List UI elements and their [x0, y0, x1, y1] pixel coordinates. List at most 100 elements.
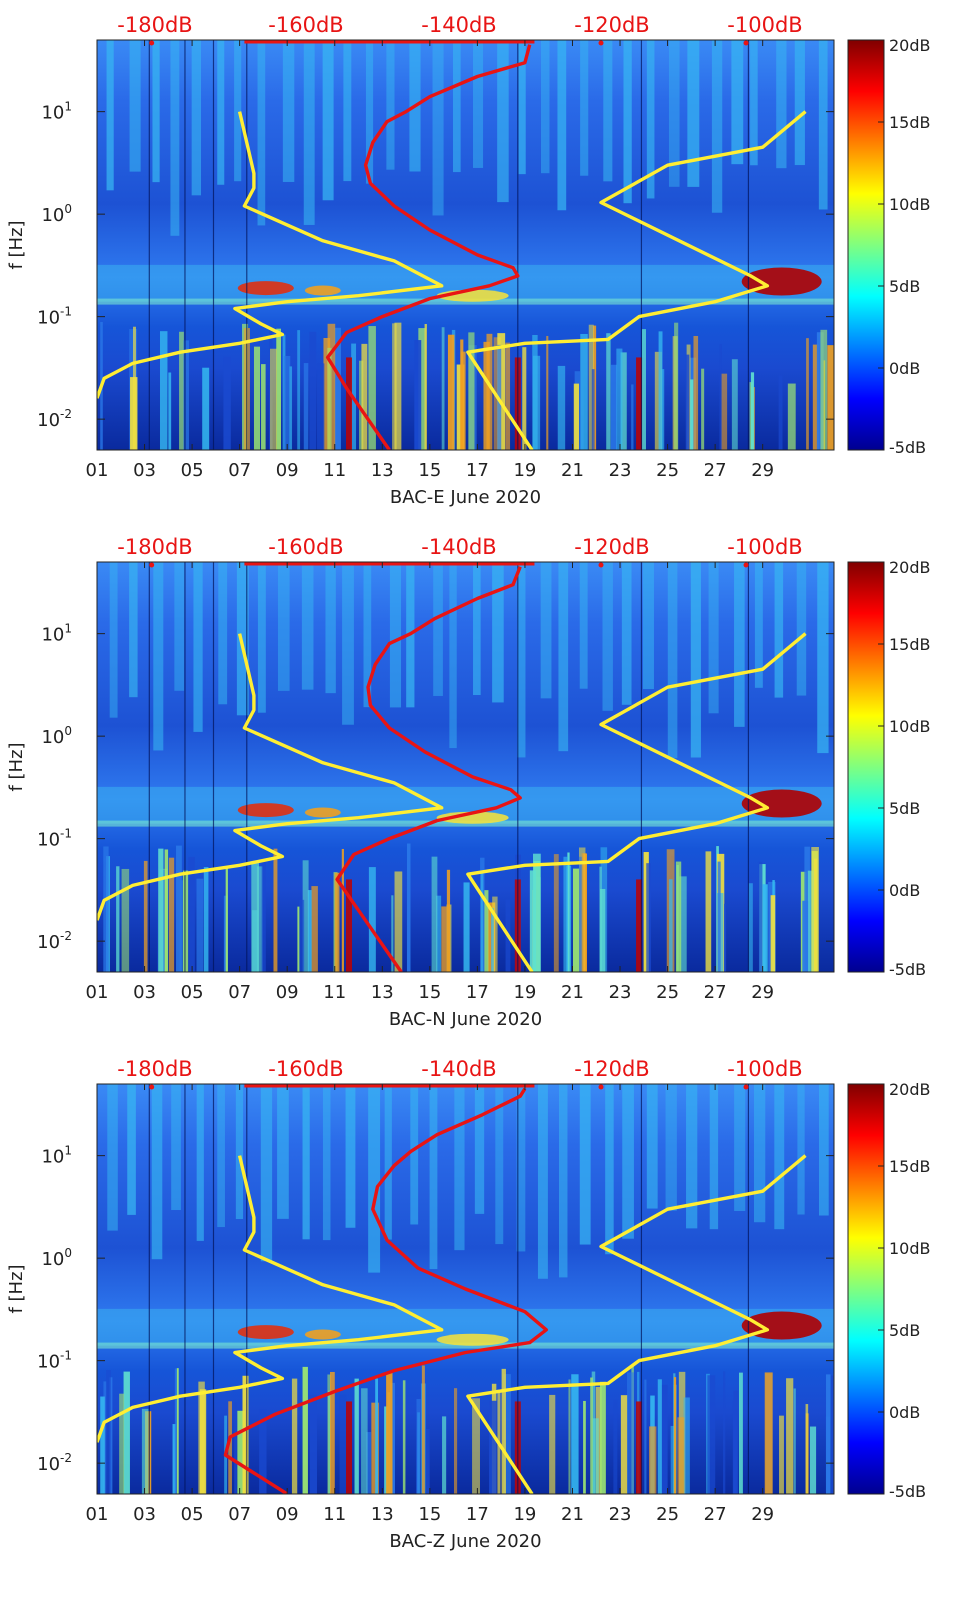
lowfreq-stripe	[670, 1425, 674, 1494]
lowfreq-stripe	[557, 365, 566, 450]
highfreq-streak	[260, 1084, 273, 1262]
y-axis-label: f [Hz]	[6, 1264, 27, 1313]
lowfreq-stripe	[196, 878, 204, 972]
y-tick-exponent: -2	[60, 407, 72, 421]
x-tick-label: 15	[418, 460, 441, 481]
hotspot	[237, 803, 294, 818]
lowfreq-stripe	[416, 1398, 421, 1494]
colorbar-tick-label: 5dB	[889, 277, 920, 296]
lowfreq-stripe	[103, 1381, 107, 1494]
highfreq-streak	[153, 562, 164, 751]
y-tick-exponent: -2	[60, 1451, 72, 1465]
x-tick-label: 21	[561, 982, 584, 1003]
highfreq-streak	[343, 40, 352, 182]
highfreq-streak	[345, 1084, 356, 1228]
highfreq-streak	[623, 40, 632, 204]
highfreq-streak	[559, 1084, 568, 1278]
lowfreq-stripe	[606, 333, 611, 450]
highfreq-streak	[257, 562, 266, 713]
y-tick-label: 10-1	[37, 305, 72, 329]
x-tick-label: 11	[323, 1504, 346, 1525]
colorbar-tick-label: 20dB	[889, 1080, 931, 1099]
lowfreq-stripe	[654, 351, 663, 450]
lowfreq-stripe	[341, 848, 344, 972]
colorbar-tick-label: 15dB	[889, 635, 931, 654]
red-reference-curve	[223, 1087, 548, 1494]
y-tick-exponent: 0	[64, 202, 72, 216]
lowfreq-stripe	[809, 1426, 817, 1494]
lowfreq-stripe	[299, 899, 305, 972]
highfreq-streak	[171, 1084, 181, 1211]
x-tick-label: 23	[609, 982, 632, 1003]
lowfreq-stripe	[199, 1389, 207, 1494]
lowfreq-stripe	[707, 1375, 716, 1494]
lowfreq-stripe	[168, 372, 172, 450]
hotspot	[304, 1329, 341, 1340]
x-axis-label: BAC-E June 2020	[390, 487, 541, 508]
x-tick-label: 21	[561, 460, 584, 481]
highfreq-streak	[580, 40, 589, 176]
lowfreq-stripe	[323, 338, 331, 450]
red-band	[636, 1401, 643, 1494]
lowfreq-stripe	[361, 1388, 368, 1494]
top-marker-dot	[743, 1084, 749, 1090]
highfreq-streak	[433, 562, 443, 696]
lowfreq-stripe	[501, 1368, 506, 1494]
red-band	[346, 1401, 353, 1494]
highfreq-streak	[235, 1084, 244, 1220]
highfreq-streak	[537, 1084, 548, 1279]
colorbar-tick-label: 5dB	[889, 1321, 920, 1340]
x-tick-label: 25	[656, 460, 679, 481]
lowfreq-stripe	[431, 856, 438, 972]
lowfreq-stripe	[778, 375, 783, 450]
lowfreq-stripe	[334, 327, 341, 450]
lowfreq-stripe	[484, 890, 489, 972]
lowfreq-stripe	[424, 324, 427, 450]
lowfreq-stripe	[826, 1374, 831, 1494]
lowfreq-stripe	[159, 331, 168, 450]
y-tick-label: 101	[41, 622, 72, 646]
highfreq-streak	[646, 1084, 658, 1209]
x-tick-label: 21	[561, 1504, 584, 1525]
highfreq-streak	[690, 562, 701, 758]
y-tick-exponent: 1	[64, 622, 72, 636]
highfreq-streak	[432, 40, 444, 216]
lowfreq-stripe	[442, 1416, 447, 1494]
x-tick-label: 01	[86, 982, 109, 1003]
lowfreq-stripe	[327, 1374, 331, 1494]
x-tick-label: 23	[609, 1504, 632, 1525]
x-tick-label: 09	[276, 460, 299, 481]
lowfreq-stripe	[546, 335, 549, 450]
y-tick-label: 10-2	[37, 1451, 72, 1475]
spectrogram-field	[97, 1084, 834, 1494]
lowfreq-stripe	[354, 1378, 359, 1494]
lowfreq-stripe	[225, 867, 228, 972]
lowfreq-stripe	[491, 908, 494, 972]
lowfreq-stripe	[793, 1388, 796, 1494]
lowfreq-stripe	[599, 866, 602, 972]
top-db-label: -180dB	[117, 1057, 192, 1081]
highfreq-streak	[452, 40, 461, 173]
x-tick-label: 03	[133, 982, 156, 1003]
lowfreq-stripe	[406, 843, 411, 972]
lowfreq-stripe	[103, 846, 109, 972]
y-tick-label: 101	[41, 1144, 72, 1168]
highfreq-streak	[754, 1084, 766, 1223]
lowfreq-stripe	[677, 1417, 685, 1494]
lowfreq-stripe	[553, 854, 559, 972]
x-tick-label: 11	[323, 460, 346, 481]
lowfreq-stripe	[418, 328, 426, 450]
y-tick-base: 10	[41, 625, 64, 646]
x-tick-label: 19	[513, 1504, 536, 1525]
lowfreq-stripe	[168, 857, 175, 972]
y-tick-exponent: -1	[60, 827, 72, 841]
lowfreq-stripe	[441, 906, 447, 972]
highfreq-streak	[384, 1084, 392, 1240]
lowfreq-stripe	[631, 384, 634, 450]
highfreq-streak	[152, 40, 160, 183]
hotspot	[436, 1333, 509, 1346]
x-tick-label: 29	[751, 460, 774, 481]
lowfreq-stripe	[234, 1402, 237, 1494]
